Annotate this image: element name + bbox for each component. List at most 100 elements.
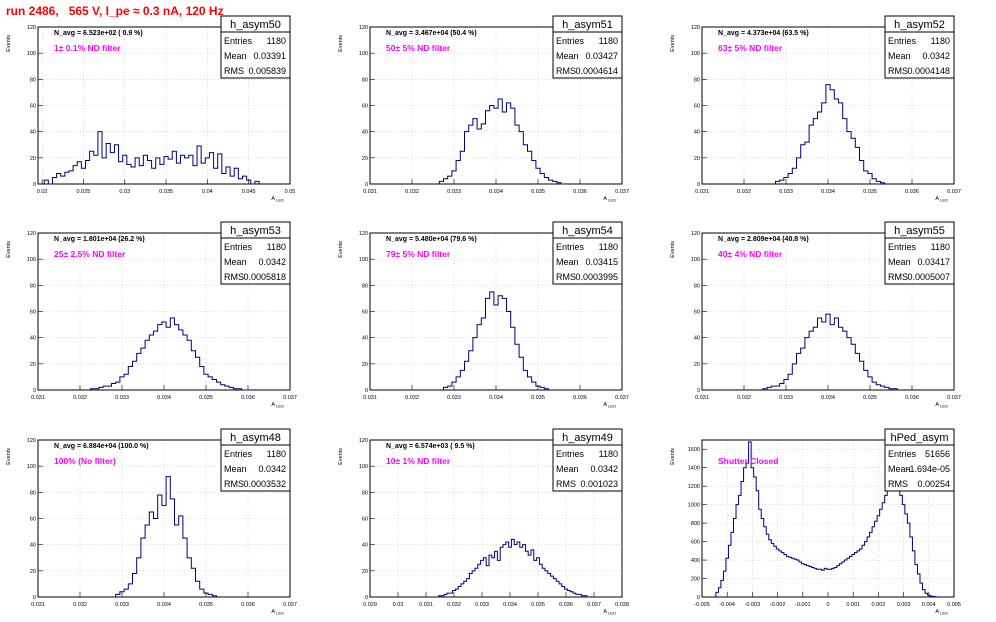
stats-label: Mean [224,257,247,267]
x-tick-label: -0.005 [694,602,710,608]
histogram-bin [515,125,519,184]
histogram-panel-h_asym49: 0.029 0.03 0.031 0.032 0.033 0.034 0.035 0.036 0… [338,428,629,616]
y-tick-label: 120 [691,231,700,237]
stats-value: 1180 [267,242,286,252]
y-tick-label: 60 [362,310,368,316]
histogram-bin [519,357,523,390]
histogram-bin [214,168,218,184]
histogram-bin [90,151,94,184]
x-tick-label: 0.025 [77,189,91,195]
histogram-bin [792,364,796,390]
filter-label: 63± 5% ND filter [718,43,783,53]
histogram-bin [794,559,797,597]
histogram-bin [234,168,238,184]
x-axis-label: A LED [935,402,948,409]
stats-value: 0.03415 [585,257,618,267]
histogram-bin [792,168,796,184]
histogram-bin [865,542,868,597]
histogram-bin [183,335,187,390]
histogram-bin [486,111,490,184]
stats-label: Entries [556,449,585,459]
stats-box [552,15,623,79]
x-tick-label: 0.04 [202,189,213,195]
stats-box [552,221,623,285]
y-tick-label: 60 [30,517,36,523]
histogram-bin [525,551,528,597]
y-tick-label: 40 [362,336,368,342]
histogram-bin [786,556,789,597]
stats-value: 1180 [931,242,950,252]
y-tick-label: 40 [30,543,36,549]
x-tick-label: 0.003 [897,602,911,608]
histogram-bin [145,340,149,390]
stats-label: Entries [224,36,253,46]
histogram-bin [450,593,453,597]
histogram-bin [528,555,531,597]
histogram-bin [498,99,502,184]
x-tick-label: 0.036 [241,395,255,401]
stats-value: 0.005839 [248,66,286,76]
x-tick-label: 0.037 [283,395,297,401]
stats-box-title: h_asym48 [230,432,281,444]
stats-label: Mean [556,51,579,61]
histogram-bin [185,158,189,184]
histogram-bin [813,119,817,184]
x-tick-label: 0.035 [531,189,545,195]
histogram-bin [843,331,847,390]
x-tick-label: 0.031 [695,395,709,401]
histogram-bin [473,119,477,184]
histogram-panel-h_asym50: 0.02 0.025 0.03 0.035 0.04 0.045 0.05 0 20 40 60 80… [6,15,295,203]
y-tick-label: 1600 [688,447,700,453]
histogram-series [115,476,217,597]
x-tick-label: 0.033 [447,189,461,195]
x-tick-label: 0.035 [159,189,173,195]
y-tick-label: 0 [33,182,36,188]
histogram-bin [238,179,242,184]
x-tick-label: 0.03 [393,602,404,608]
y-tick-label: 100 [27,464,36,470]
histogram-bin [882,503,885,597]
y-axis-label: Events [6,35,12,52]
histogram-bin [127,164,131,184]
histogram-bin [107,386,111,390]
x-tick-label: -0.004 [719,602,735,608]
stats-value: 0.001023 [580,479,618,489]
x-tick-label: 0.033 [447,395,461,401]
histogram-bin [502,298,506,390]
histogram-bin [131,167,135,184]
y-tick-label: 60 [694,104,700,110]
histogram-bin [61,176,65,184]
y-tick-label: 40 [362,543,368,549]
x-axis-label: A LED [271,609,284,616]
histogram-series [438,98,566,185]
x-tick-label: 0.002 [872,602,886,608]
histogram-bin [196,581,200,597]
x-tick-label: 0.004 [922,602,936,608]
histogram-bin [481,318,485,390]
histogram-bin [217,382,221,390]
x-tick-label: 0.032 [405,189,419,195]
y-tick-label: 40 [30,130,36,136]
y-tick-label: 120 [27,25,36,31]
histogram-bin [544,177,548,184]
histogram-bin [221,385,225,390]
y-tick-label: 120 [359,231,368,237]
stats-box-title: h_asym55 [894,225,945,237]
histogram-bin [448,386,452,390]
stats-value: 0.0342 [922,51,950,61]
filter-label: 79± 5% ND filter [386,249,451,259]
stats-label: Entries [224,242,253,252]
y-tick-label: 60 [362,104,368,110]
y-tick-label: 20 [694,156,700,162]
y-axis-label: Events [670,35,676,52]
histogram-bin [739,495,742,597]
x-tick-label: 0.036 [573,189,587,195]
x-tick-label: 0.036 [559,602,573,608]
stats-box-title: h_asym54 [562,225,613,237]
stats-label: RMS [888,272,908,282]
histogram-bin [149,335,153,390]
stats-label: RMS [224,479,244,489]
y-tick-label: 20 [30,156,36,162]
histogram-bin [797,158,801,184]
histogram-bin [478,564,481,597]
